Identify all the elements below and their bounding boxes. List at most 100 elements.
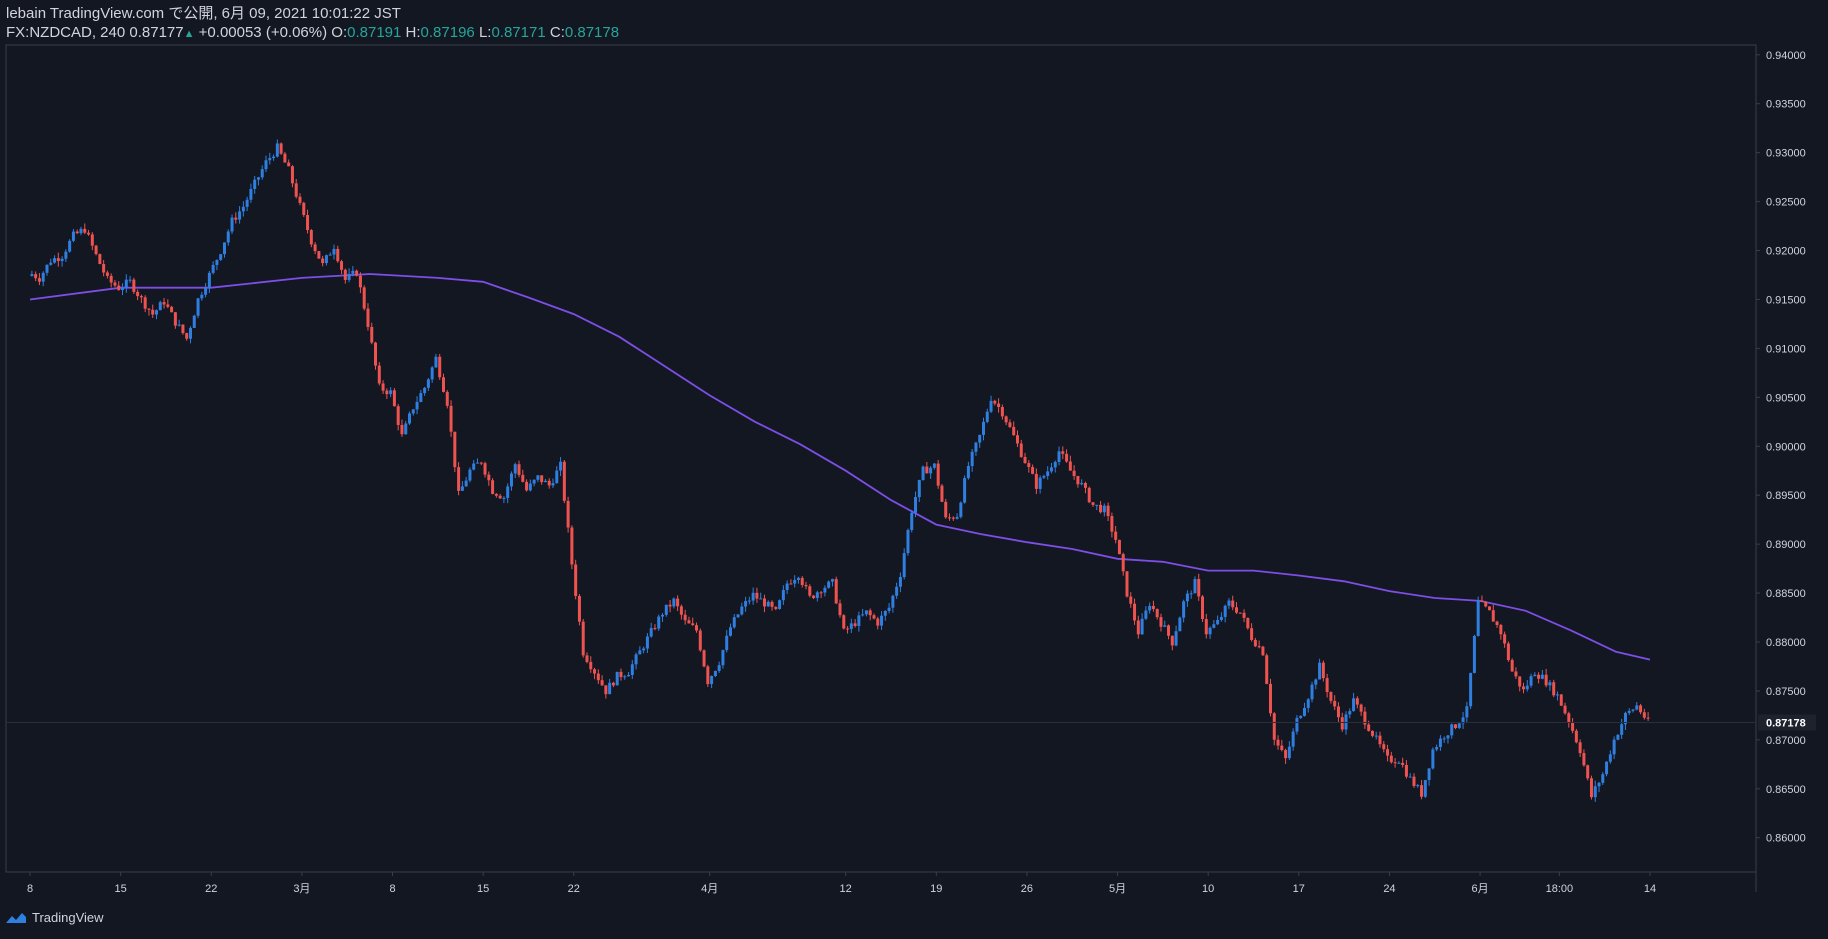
candle-body (389, 390, 393, 395)
candle-body (1355, 698, 1359, 705)
candle-body (955, 516, 959, 519)
candle (392, 388, 396, 407)
candle-body (279, 143, 283, 154)
candle-body (41, 272, 45, 282)
candle (468, 467, 472, 483)
candle-body (396, 406, 400, 425)
candle-body (1389, 755, 1393, 763)
candle (188, 326, 192, 344)
candle-body (177, 324, 181, 326)
candle (611, 681, 615, 688)
candle-body (1238, 612, 1242, 614)
candle (857, 611, 861, 632)
candle-body (1299, 715, 1303, 718)
candle (438, 353, 442, 380)
candle-body (808, 586, 812, 596)
candle-body (147, 308, 151, 310)
candle (1397, 761, 1401, 764)
candle-body (566, 500, 570, 528)
candle (1280, 739, 1284, 752)
candle-body (1491, 610, 1495, 622)
candle-body (895, 586, 899, 596)
candle (1034, 468, 1038, 495)
candle-body (294, 183, 298, 197)
candle-body (993, 400, 997, 404)
candle (1495, 620, 1499, 628)
x-tick-label: 22 (205, 883, 217, 895)
candle-body (494, 493, 498, 496)
candle (1182, 599, 1186, 623)
candle-body (1310, 684, 1314, 700)
time-axis[interactable]: 8 15 22 3月 8 15 22 4月 12 19 26 5月 10 17 24 6月 18:00 14 (27, 872, 1656, 895)
candle (970, 448, 974, 472)
candle-body (887, 607, 891, 611)
candle-body (230, 217, 234, 232)
candle (173, 312, 177, 329)
candle (238, 206, 242, 224)
candle-body (540, 475, 544, 483)
candle-body (181, 324, 185, 334)
candle-body (1034, 473, 1038, 489)
candle-body (1348, 711, 1352, 715)
candle-body (585, 655, 589, 662)
candle-body (1469, 672, 1473, 707)
candle (1246, 617, 1250, 630)
tradingview-logo[interactable]: TradingView (4, 910, 104, 925)
candle (842, 614, 846, 630)
candle-body (381, 383, 385, 391)
candle (1291, 728, 1295, 751)
candle (1521, 682, 1525, 694)
candle-body (1616, 734, 1620, 740)
candle-body (551, 483, 555, 486)
candle-body (419, 393, 423, 402)
candle-body (838, 603, 842, 616)
candle-body (400, 424, 404, 435)
candle-body (1646, 717, 1650, 719)
candle-body (275, 143, 279, 157)
candle-body (570, 527, 574, 565)
price-axis[interactable]: 0.94000 0.93500 0.93000 0.92500 0.92000 0.915… (6, 50, 1816, 845)
candle (1623, 711, 1627, 731)
candle (1144, 606, 1148, 621)
moving-average (29, 273, 1651, 661)
y-tick-label: 0.88000 (1766, 637, 1806, 649)
candle (898, 572, 902, 593)
candle (502, 496, 506, 504)
candle (1480, 595, 1484, 602)
candle (313, 242, 317, 255)
candle (79, 226, 83, 236)
candle (1370, 730, 1374, 738)
candle (460, 481, 464, 491)
candle (1019, 439, 1023, 458)
candle-body (721, 650, 725, 666)
candle (1167, 624, 1171, 640)
close-label: C: (549, 24, 565, 41)
candle-body (1340, 717, 1344, 730)
candle (245, 196, 249, 211)
candle (1295, 715, 1299, 735)
candle (1031, 464, 1035, 475)
candle (1627, 708, 1631, 716)
candle (1042, 474, 1046, 479)
candle-body (1367, 724, 1371, 731)
candle (1639, 703, 1643, 715)
candle (253, 175, 257, 194)
candle (517, 460, 521, 478)
candle-body (1465, 706, 1469, 718)
candle (577, 593, 581, 626)
candle (1642, 708, 1646, 720)
candle (876, 616, 880, 630)
candle (868, 608, 872, 621)
candle (1235, 602, 1239, 615)
candle-body (785, 583, 789, 591)
candle-body (457, 467, 461, 491)
candle (936, 459, 940, 489)
candle-body (1133, 603, 1137, 621)
candle (170, 305, 174, 313)
candle-body (1442, 738, 1446, 740)
candle-body (158, 302, 162, 311)
candle-body (60, 258, 64, 262)
candle-body (90, 234, 94, 246)
candle (804, 581, 808, 590)
